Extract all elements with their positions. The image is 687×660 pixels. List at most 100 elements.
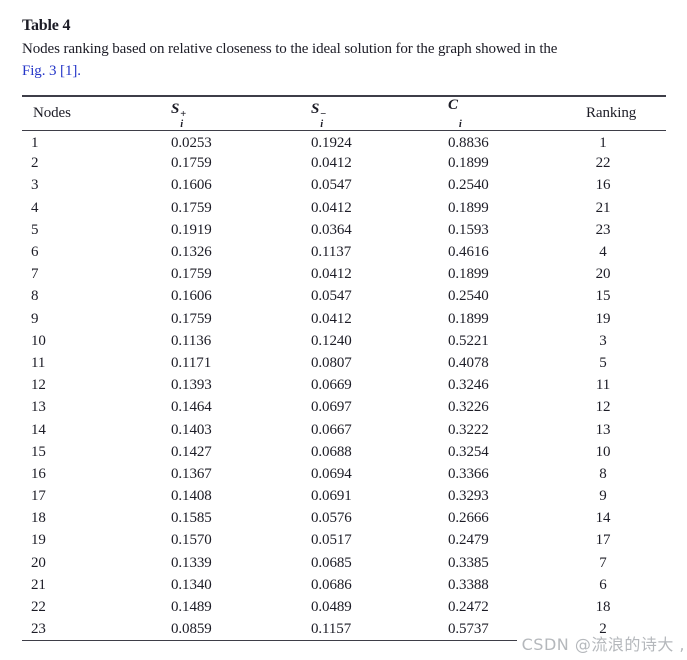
cell-c: 0.5221 (448, 332, 489, 349)
cell-node: 10 (31, 332, 46, 349)
cell-node: 14 (31, 421, 46, 438)
header-label: S (311, 100, 320, 117)
cell-node: 20 (31, 554, 46, 571)
cell-c: 0.2540 (448, 288, 489, 305)
cell-s-plus: 0.1585 (171, 510, 212, 527)
table-row: 7 0.1759 0.0412 0.1899 20 (22, 264, 666, 286)
cell-c: 0.3293 (448, 488, 489, 505)
cell-ranking: 16 (595, 177, 611, 194)
cell-ranking: 13 (595, 421, 611, 438)
watermark: CSDN @流浪的诗大 , (516, 634, 685, 656)
table-body: 1 0.0253 0.1924 0.8836 1 2 0.1759 0.0412 0.1899 2… (22, 131, 666, 641)
table-row: 17 0.1408 0.0691 0.3293 9 (22, 486, 666, 508)
cell-node: 7 (31, 266, 39, 283)
cell-c: 0.2666 (448, 510, 489, 527)
cell-node: 21 (31, 576, 46, 593)
figure-reference-link[interactable]: Fig. 3 [1]. (22, 63, 81, 79)
cell-c: 0.5737 (448, 620, 489, 637)
cell-ranking: 5 (599, 354, 607, 371)
table-row: 10 0.1136 0.1240 0.5221 3 (22, 330, 666, 352)
header-label: Nodes (33, 105, 71, 121)
cell-node: 3 (31, 177, 39, 194)
cell-ranking: 14 (595, 510, 611, 527)
cell-s-plus: 0.1340 (171, 576, 212, 593)
cell-c: 0.3388 (448, 576, 489, 593)
cell-s-minus: 0.0547 (311, 177, 352, 194)
table-row: 8 0.1606 0.0547 0.2540 15 (22, 286, 666, 308)
cell-ranking: 4 (599, 244, 607, 261)
cell-s-plus: 0.1759 (171, 266, 212, 283)
cell-s-plus: 0.1606 (171, 288, 212, 305)
cell-ranking: 11 (595, 377, 611, 394)
cell-ranking: 20 (595, 266, 611, 283)
cell-s-minus: 0.0807 (311, 354, 352, 371)
cell-node: 5 (31, 221, 39, 238)
col-header-s-plus: S + i (169, 96, 309, 131)
col-header-nodes: Nodes (22, 96, 169, 131)
cell-s-minus: 0.0688 (311, 443, 352, 460)
cell-s-plus: 0.1403 (171, 421, 212, 438)
cell-s-plus: 0.1408 (171, 488, 212, 505)
cell-s-minus: 0.0685 (311, 554, 352, 571)
cell-ranking: 7 (599, 554, 607, 571)
cell-node: 9 (31, 310, 39, 327)
cell-s-plus: 0.0253 (171, 134, 212, 151)
cell-ranking: 17 (595, 532, 611, 549)
cell-s-plus: 0.1489 (171, 599, 212, 616)
cell-node: 19 (31, 532, 46, 549)
cell-s-plus: 0.1136 (171, 332, 212, 349)
cell-ranking: 15 (595, 288, 611, 305)
table-row: 15 0.1427 0.0688 0.3254 10 (22, 441, 666, 463)
cell-s-minus: 0.0691 (311, 488, 352, 505)
header-script: + i (180, 108, 187, 130)
table-label: Table 4 (22, 17, 71, 34)
table-row: 23 0.0859 0.1157 0.5737 2 (22, 619, 666, 641)
cell-node: 4 (31, 199, 39, 216)
cell-s-minus: 0.0686 (311, 576, 352, 593)
cell-s-minus: 0.1924 (311, 134, 352, 151)
cell-s-minus: 0.1137 (311, 244, 352, 261)
cell-s-plus: 0.1464 (171, 399, 212, 416)
cell-node: 15 (31, 443, 46, 460)
cell-s-minus: 0.0412 (311, 310, 352, 327)
cell-c: 0.1899 (448, 310, 489, 327)
cell-node: 6 (31, 244, 39, 261)
cell-ranking: 2 (599, 620, 607, 637)
cell-node: 12 (31, 377, 46, 394)
cell-ranking: 21 (595, 199, 611, 216)
cell-node: 8 (31, 288, 39, 305)
cell-c: 0.4616 (448, 244, 489, 261)
caption-text: Nodes ranking based on relative closenes… (22, 41, 558, 57)
cell-c: 0.8836 (448, 134, 489, 151)
cell-node: 1 (31, 134, 39, 151)
cell-c: 0.1899 (448, 199, 489, 216)
table-block: Table 4 Nodes ranking based on relative … (22, 16, 666, 642)
cell-s-plus: 0.0859 (171, 620, 212, 637)
cell-c: 0.3246 (448, 377, 489, 394)
table-row: 4 0.1759 0.0412 0.1899 21 (22, 197, 666, 219)
cell-s-minus: 0.0412 (311, 266, 352, 283)
cell-s-minus: 0.1157 (311, 620, 352, 637)
cell-c: 0.3226 (448, 399, 489, 416)
cell-ranking: 23 (595, 221, 611, 238)
cell-node: 22 (31, 599, 46, 616)
cell-s-plus: 0.1759 (171, 155, 212, 172)
col-header-ranking: Ranking (584, 96, 666, 131)
cell-s-plus: 0.1570 (171, 532, 212, 549)
cell-c: 0.3222 (448, 421, 489, 438)
cell-s-minus: 0.1240 (311, 332, 352, 349)
cell-s-plus: 0.1326 (171, 244, 212, 261)
cell-ranking: 18 (595, 599, 611, 616)
table-row: 6 0.1326 0.1137 0.4616 4 (22, 241, 666, 263)
table-row: 16 0.1367 0.0694 0.3366 8 (22, 463, 666, 485)
cell-node: 18 (31, 510, 46, 527)
cell-node: 23 (31, 620, 46, 637)
table-row: 2 0.1759 0.0412 0.1899 22 (22, 153, 666, 175)
cell-ranking: 10 (595, 443, 611, 460)
cell-node: 2 (31, 155, 39, 172)
header-label: Ranking (586, 105, 637, 121)
cell-s-minus: 0.0667 (311, 421, 352, 438)
